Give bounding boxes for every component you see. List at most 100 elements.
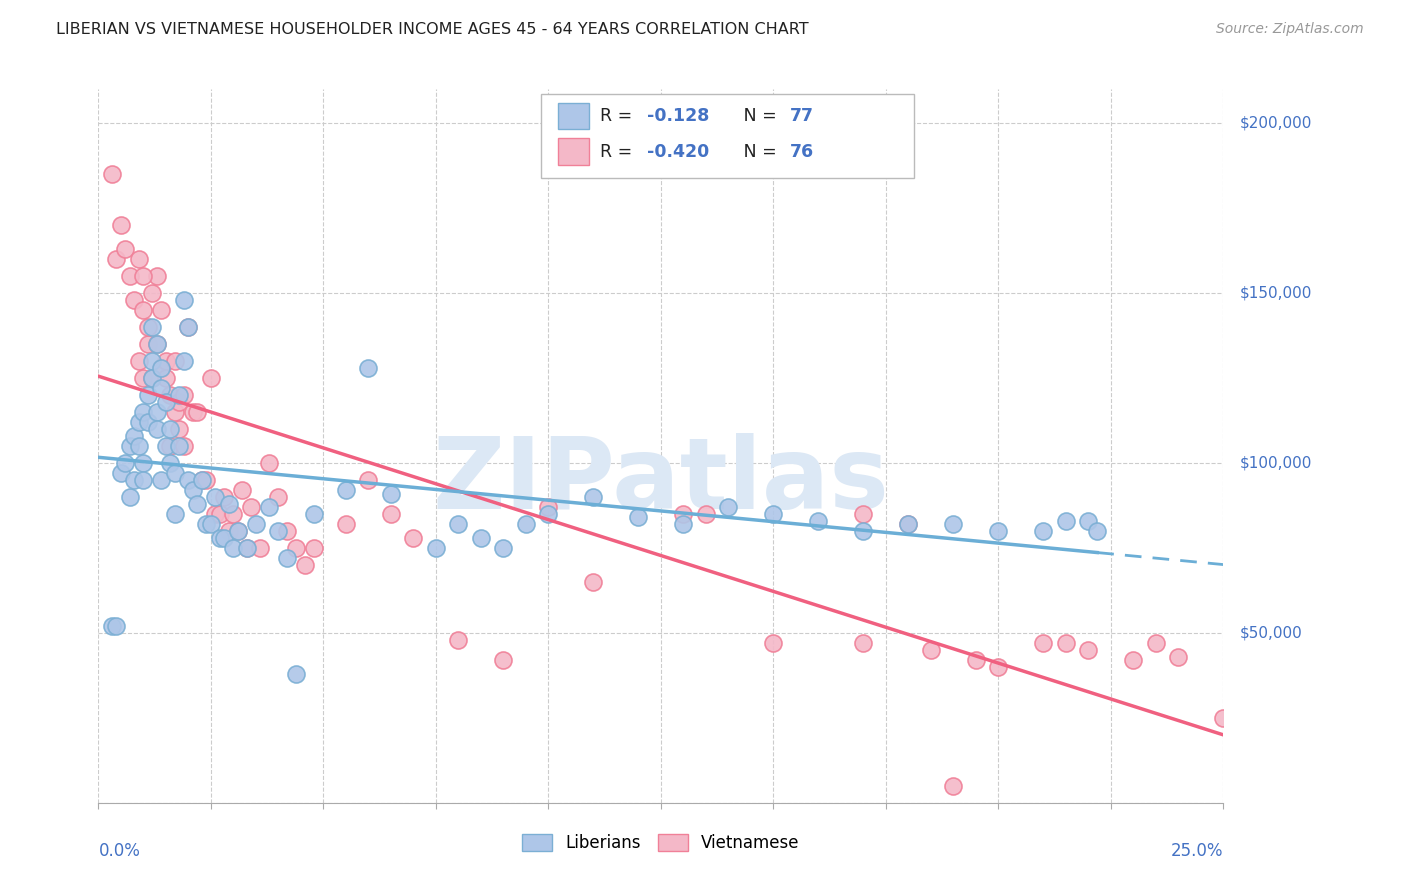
Legend: Liberians, Vietnamese: Liberians, Vietnamese	[516, 827, 806, 859]
Point	[141, 320, 163, 334]
Point	[717, 500, 740, 515]
Point	[762, 636, 785, 650]
Point	[132, 473, 155, 487]
Point	[920, 643, 942, 657]
Point	[110, 218, 132, 232]
Point	[249, 541, 271, 555]
Point	[582, 574, 605, 589]
Point	[1054, 636, 1077, 650]
Point	[155, 394, 177, 409]
Point	[141, 371, 163, 385]
Point	[672, 507, 695, 521]
Point	[141, 371, 163, 385]
Point	[146, 269, 169, 284]
Text: $200,000: $200,000	[1240, 116, 1312, 131]
Point	[132, 456, 155, 470]
Point	[672, 517, 695, 532]
Point	[627, 510, 650, 524]
Point	[181, 405, 204, 419]
Point	[357, 473, 380, 487]
Text: $50,000: $50,000	[1240, 625, 1303, 640]
Point	[240, 500, 263, 515]
Point	[267, 524, 290, 538]
Point	[177, 320, 200, 334]
Point	[425, 541, 447, 555]
Point	[159, 439, 181, 453]
Point	[118, 490, 141, 504]
Point	[114, 456, 136, 470]
Point	[177, 320, 200, 334]
Point	[173, 388, 195, 402]
Point	[146, 405, 169, 419]
Point	[186, 405, 208, 419]
Point	[304, 507, 326, 521]
Point	[159, 422, 181, 436]
Point	[226, 524, 249, 538]
Point	[965, 653, 987, 667]
Point	[200, 371, 222, 385]
Point	[150, 303, 173, 318]
Point	[470, 531, 492, 545]
Point	[155, 354, 177, 368]
Point	[515, 517, 537, 532]
Point	[222, 541, 245, 555]
Point	[146, 337, 169, 351]
Point	[762, 507, 785, 521]
Text: ZIPatlas: ZIPatlas	[433, 434, 889, 530]
Point	[163, 405, 186, 419]
Text: R =: R =	[600, 143, 638, 161]
Point	[128, 252, 150, 266]
Point	[537, 507, 560, 521]
Text: 77: 77	[790, 107, 814, 125]
Point	[231, 483, 253, 498]
Text: N =: N =	[727, 107, 782, 125]
Text: 25.0%: 25.0%	[1171, 842, 1223, 860]
Text: 76: 76	[790, 143, 814, 161]
Point	[852, 507, 875, 521]
Point	[186, 497, 208, 511]
Text: Source: ZipAtlas.com: Source: ZipAtlas.com	[1216, 22, 1364, 37]
Point	[136, 415, 159, 429]
Point	[150, 381, 173, 395]
Point	[1032, 524, 1054, 538]
Point	[105, 619, 128, 633]
Point	[222, 507, 245, 521]
Point	[118, 269, 141, 284]
Point	[195, 473, 218, 487]
Point	[259, 456, 281, 470]
Point	[380, 507, 402, 521]
Point	[1167, 649, 1189, 664]
Point	[173, 439, 195, 453]
Text: R =: R =	[600, 107, 638, 125]
Point	[169, 388, 191, 402]
Point	[169, 439, 191, 453]
Point	[285, 666, 308, 681]
Point	[492, 541, 515, 555]
Point	[191, 473, 214, 487]
Text: N =: N =	[727, 143, 782, 161]
Text: $150,000: $150,000	[1240, 285, 1312, 301]
Point	[136, 337, 159, 351]
Point	[204, 507, 226, 521]
Point	[173, 354, 195, 368]
Point	[155, 371, 177, 385]
Point	[136, 320, 159, 334]
Point	[173, 293, 195, 307]
Point	[191, 473, 214, 487]
Point	[259, 500, 281, 515]
Point	[582, 490, 605, 504]
Point	[118, 439, 141, 453]
Point	[1077, 643, 1099, 657]
Point	[128, 415, 150, 429]
Point	[226, 524, 249, 538]
Point	[1144, 636, 1167, 650]
Point	[402, 531, 425, 545]
Point	[132, 303, 155, 318]
Point	[492, 653, 515, 667]
Point	[208, 507, 231, 521]
Point	[159, 388, 181, 402]
Point	[177, 473, 200, 487]
Point	[447, 632, 470, 647]
Point	[380, 486, 402, 500]
Point	[150, 360, 173, 375]
